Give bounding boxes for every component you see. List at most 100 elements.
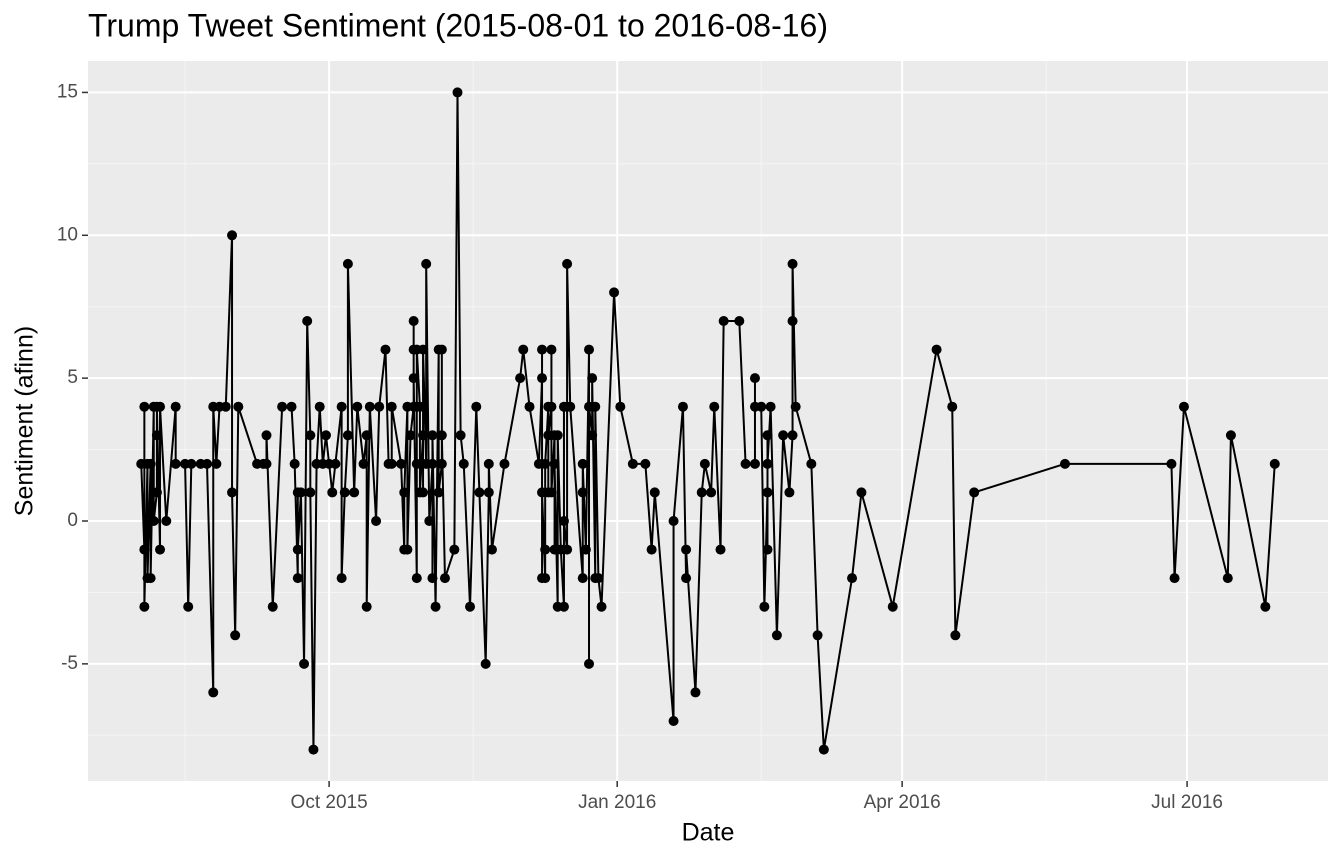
point (227, 487, 238, 498)
point (230, 630, 241, 641)
point (587, 430, 598, 441)
y-tick-label: 0 (67, 510, 78, 531)
point (812, 630, 823, 641)
point (577, 487, 588, 498)
point (552, 430, 563, 441)
point (762, 544, 773, 555)
point (314, 401, 325, 412)
x-tick-label: Oct 2015 (291, 792, 368, 813)
point (627, 458, 638, 469)
point (364, 401, 375, 412)
point (681, 544, 692, 555)
point (546, 487, 557, 498)
point (577, 573, 588, 584)
point (421, 258, 432, 269)
point (361, 430, 372, 441)
point (562, 258, 573, 269)
point (201, 458, 212, 469)
point (537, 344, 548, 355)
point (220, 401, 231, 412)
point (418, 430, 429, 441)
point (155, 401, 166, 412)
point (615, 401, 626, 412)
point (969, 487, 980, 498)
point (399, 487, 410, 498)
point (709, 401, 720, 412)
point (208, 687, 219, 698)
point (762, 430, 773, 441)
point (540, 573, 551, 584)
point (706, 487, 717, 498)
point (336, 573, 347, 584)
point (305, 487, 316, 498)
point (540, 544, 551, 555)
point (718, 316, 729, 326)
point (577, 458, 588, 469)
panel (88, 61, 1328, 781)
point (449, 544, 460, 555)
point (590, 401, 601, 412)
point (649, 487, 660, 498)
point (465, 601, 476, 612)
point (562, 544, 573, 555)
point (386, 458, 397, 469)
point (349, 487, 360, 498)
point (609, 287, 620, 298)
chart-title: Trump Tweet Sentiment (2015-08-01 to 201… (88, 7, 828, 43)
point (584, 344, 595, 355)
point (677, 401, 688, 412)
y-tick-label: 10 (57, 224, 78, 245)
point (408, 316, 419, 326)
point (170, 458, 181, 469)
point (515, 373, 526, 384)
point (471, 401, 482, 412)
point (483, 458, 494, 469)
point (139, 601, 150, 612)
point (336, 401, 347, 412)
point (762, 487, 773, 498)
point (696, 487, 707, 498)
point (1178, 401, 1189, 412)
point (320, 430, 331, 441)
point (305, 430, 316, 441)
point (524, 401, 535, 412)
point (580, 544, 591, 555)
point (699, 458, 710, 469)
point (1169, 573, 1180, 584)
x-tick-label: Apr 2016 (864, 792, 941, 813)
point (289, 458, 300, 469)
point (596, 601, 607, 612)
point (342, 430, 353, 441)
point (1059, 458, 1070, 469)
point (947, 401, 958, 412)
point (411, 458, 422, 469)
point (339, 487, 350, 498)
point (155, 544, 166, 555)
point (847, 573, 858, 584)
point (227, 230, 238, 241)
point (818, 744, 829, 755)
point (546, 401, 557, 412)
point (499, 458, 510, 469)
point (139, 544, 150, 555)
y-tick-label: -5 (61, 653, 78, 674)
point (756, 401, 767, 412)
point (681, 573, 692, 584)
point (433, 487, 444, 498)
point (148, 516, 159, 526)
point (186, 458, 197, 469)
point (396, 458, 407, 469)
point (887, 601, 898, 612)
point (330, 458, 341, 469)
point (1166, 458, 1177, 469)
point (806, 458, 817, 469)
point (1222, 573, 1233, 584)
point (170, 401, 181, 412)
x-tick-label: Jul 2016 (1151, 792, 1223, 813)
point (784, 487, 795, 498)
point (483, 487, 494, 498)
point (715, 544, 726, 555)
point (668, 716, 679, 726)
point (787, 316, 798, 326)
point (233, 401, 244, 412)
